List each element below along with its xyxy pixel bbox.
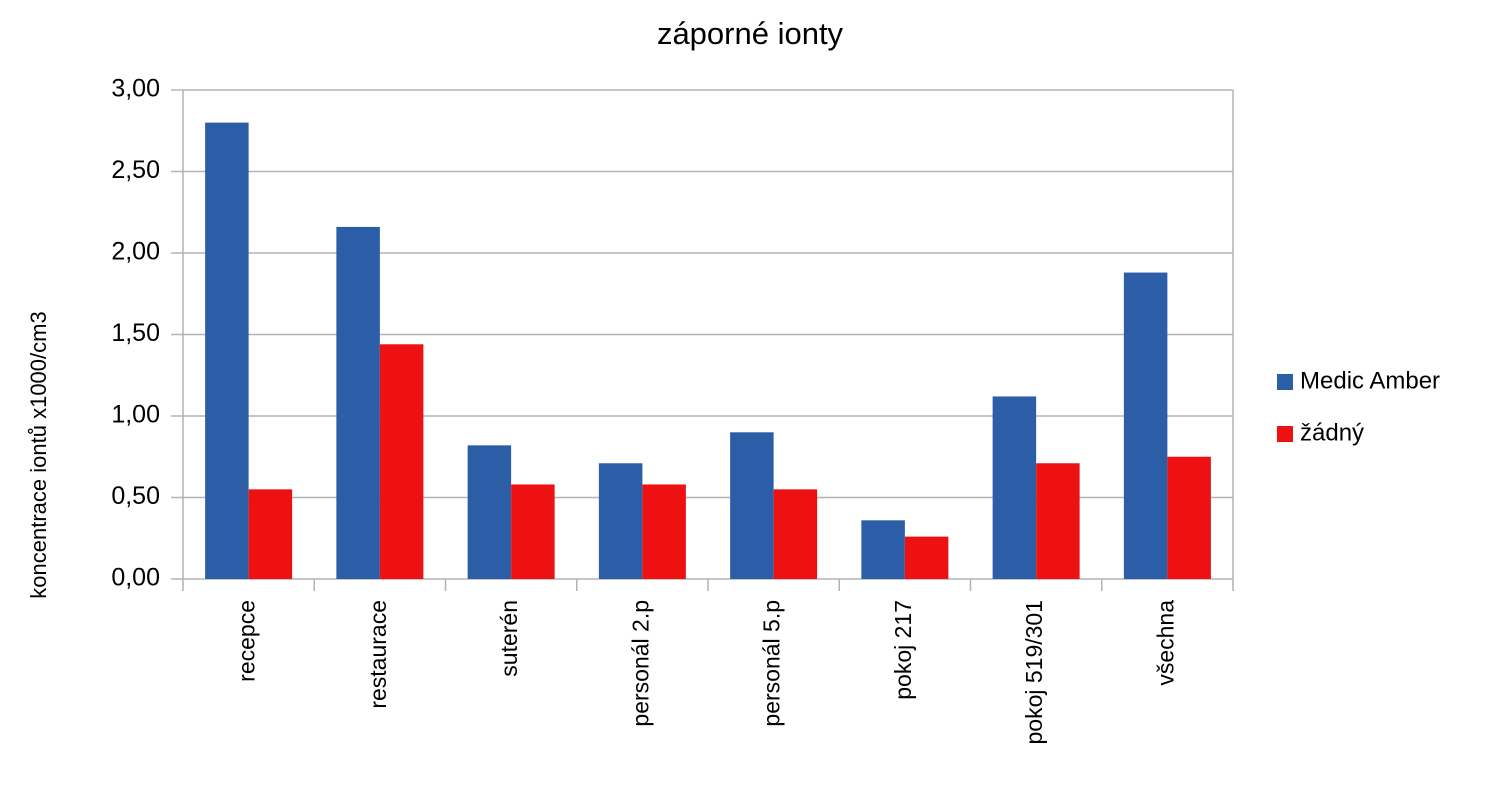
y-tick-label: 2,50 — [111, 156, 160, 184]
x-tick-label: suterén — [496, 600, 522, 677]
y-axis-title: koncentrace iontů x1000/cm3 — [26, 311, 51, 598]
y-tick-label: 1,00 — [111, 401, 160, 429]
x-tick-label: pokoj 217 — [890, 600, 916, 700]
bar — [248, 489, 293, 579]
bar — [730, 432, 774, 579]
bar — [511, 484, 555, 579]
x-tick-label: personál 2.p — [627, 600, 653, 727]
y-tick-label: 2,00 — [111, 238, 160, 266]
x-tick-label: pokoj 519/301 — [1021, 600, 1047, 745]
legend-label: žádný — [1300, 419, 1364, 446]
legend-swatch — [1277, 426, 1293, 442]
chart-title: záporné ionty — [657, 16, 844, 51]
bar — [642, 484, 686, 579]
bar — [1167, 456, 1211, 579]
bar — [336, 226, 380, 580]
y-tick-label: 1,50 — [111, 319, 160, 347]
legend-label: Medic Amber — [1300, 367, 1440, 394]
x-tick-label: recepce — [234, 600, 260, 682]
bar — [861, 520, 905, 579]
bar — [1036, 463, 1080, 579]
bar — [904, 536, 949, 579]
bar — [598, 463, 643, 579]
y-tick-label: 0,00 — [111, 564, 160, 592]
y-tick-label: 3,00 — [111, 75, 160, 103]
bar — [379, 344, 424, 579]
bar — [467, 445, 512, 579]
y-tick-label: 0,50 — [111, 482, 160, 510]
legend-swatch — [1277, 374, 1293, 390]
x-tick-label: všechna — [1152, 600, 1178, 686]
x-tick-label: restaurace — [365, 600, 391, 709]
bar — [1123, 272, 1168, 579]
bar — [773, 489, 818, 579]
x-tick-label: personál 5.p — [759, 600, 785, 727]
bar — [992, 396, 1037, 579]
bar — [205, 122, 249, 579]
